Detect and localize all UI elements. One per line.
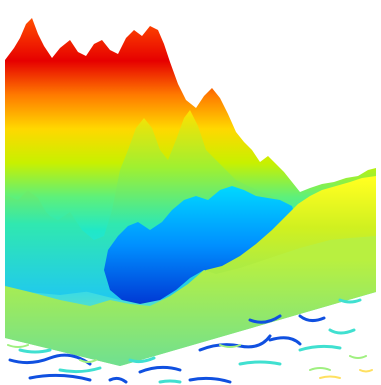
- surface-render: [0, 0, 381, 385]
- page: (() => { const data = JSON.parse(documen…: [0, 0, 381, 385]
